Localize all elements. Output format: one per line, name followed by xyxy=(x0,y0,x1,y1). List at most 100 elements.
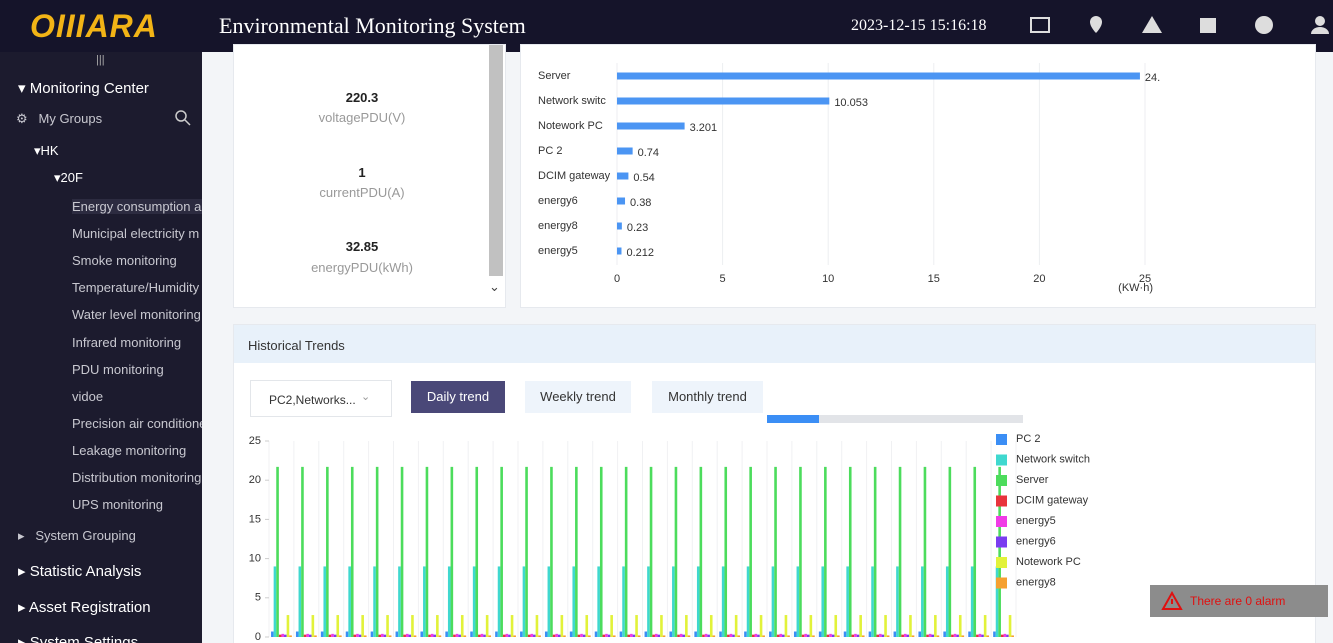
zoom-slider[interactable] xyxy=(767,415,1023,423)
bar xyxy=(876,634,880,637)
bar xyxy=(699,466,703,637)
bar xyxy=(657,634,661,637)
tab-button[interactable]: Daily trend xyxy=(411,381,505,413)
bar xyxy=(547,566,551,637)
calendar-icon[interactable] xyxy=(1200,18,1216,33)
bar xyxy=(951,634,954,637)
y-tick-label: 5 xyxy=(255,592,261,604)
bar xyxy=(993,631,996,637)
bar xyxy=(333,634,337,637)
menu-item[interactable]: Temperature/Humidity xyxy=(72,280,200,296)
bar xyxy=(447,566,451,637)
x-tick-label: 25 xyxy=(1139,273,1151,285)
bar xyxy=(356,633,359,637)
bar xyxy=(759,615,763,637)
x-axis-label: (KW·h) xyxy=(1118,282,1153,294)
bar xyxy=(525,466,528,637)
bar xyxy=(520,631,523,637)
bar xyxy=(732,634,735,637)
menu-section[interactable]: ▸ Statistic Analysis xyxy=(18,563,142,580)
select-text: PC2,Networks... xyxy=(269,393,356,407)
menu-item[interactable]: Smoke monitoring xyxy=(72,253,177,269)
series-select[interactable]: PC2,Networks... ⌄ xyxy=(250,380,392,417)
monitor-icon[interactable] xyxy=(1030,17,1050,33)
bar xyxy=(485,615,489,637)
bar xyxy=(784,615,788,637)
bar xyxy=(901,634,904,637)
bar xyxy=(829,633,832,637)
bar xyxy=(734,615,738,637)
alarm-toast[interactable]: There are 0 alarm xyxy=(1150,585,1328,617)
bar xyxy=(284,634,287,637)
bar xyxy=(719,631,722,637)
bar xyxy=(386,615,389,637)
bar xyxy=(458,634,461,637)
bar xyxy=(557,634,561,637)
alarm-icon[interactable] xyxy=(1142,16,1162,33)
search-icon[interactable] xyxy=(175,110,191,126)
value-label: 10.053 xyxy=(834,97,868,109)
menu-item[interactable]: PDU monitoring xyxy=(72,361,164,377)
bar xyxy=(821,566,825,637)
x-tick-label: 15 xyxy=(928,273,940,285)
bar xyxy=(413,635,417,637)
trends-header xyxy=(234,325,1315,363)
tree-node[interactable]: ▾HK xyxy=(34,143,59,158)
menu-item[interactable]: Municipal electricity m xyxy=(72,226,200,242)
menu-item[interactable]: Distribution monitoring xyxy=(72,470,202,485)
bar xyxy=(353,634,357,637)
bar xyxy=(624,466,628,637)
menu-item[interactable]: Infrared monitoring xyxy=(72,334,182,350)
collapse-toggle[interactable]: ||| xyxy=(96,54,105,66)
menu-item[interactable]: Leakage monitoring xyxy=(72,442,187,458)
bar xyxy=(411,615,414,637)
menu-item[interactable]: Precision air conditione xyxy=(72,415,202,431)
bar xyxy=(669,631,673,637)
bar xyxy=(707,634,710,637)
menu-section[interactable]: ▾ Monitoring Center xyxy=(18,80,149,97)
bar xyxy=(580,633,583,637)
bar xyxy=(774,466,777,637)
logo[interactable]: OIIIARA xyxy=(30,8,158,44)
menu-section[interactable]: ▸ Asset Registration xyxy=(18,599,151,616)
bar xyxy=(921,566,924,637)
tree-node[interactable]: ▾20F xyxy=(54,170,83,185)
value-label: 0.38 xyxy=(630,197,651,209)
bar xyxy=(278,634,282,637)
bar xyxy=(809,615,813,637)
bar xyxy=(843,631,847,637)
bar xyxy=(983,615,987,637)
menu-section[interactable]: ▸ System Settings xyxy=(18,633,138,643)
menu-item[interactable]: Water level monitoring xyxy=(72,307,201,323)
bar xyxy=(478,634,481,637)
menu-item[interactable]: Energy consumption a xyxy=(72,199,202,214)
menu-item[interactable]: ▸ System Grouping xyxy=(18,528,136,543)
scroll-down[interactable]: ⌄ xyxy=(489,279,500,294)
location-icon[interactable] xyxy=(1090,16,1102,33)
bar xyxy=(970,566,974,637)
scrollbar[interactable] xyxy=(489,45,503,276)
bar xyxy=(336,615,340,637)
bar xyxy=(301,466,304,637)
menu-item[interactable]: vidoe xyxy=(72,388,104,404)
bar xyxy=(505,633,509,637)
bar xyxy=(936,635,940,637)
tab-button[interactable]: Weekly trend xyxy=(525,381,631,413)
app-title: Environmental Monitoring System xyxy=(219,13,526,38)
user-icon[interactable] xyxy=(1315,16,1325,26)
menu-item[interactable]: UPS monitoring xyxy=(72,497,164,513)
bar xyxy=(538,635,541,637)
y-tick-label: 10 xyxy=(249,553,261,565)
my-groups[interactable]: ⚙ My Groups xyxy=(16,111,103,126)
bar xyxy=(363,635,367,637)
bar xyxy=(423,566,426,637)
bar xyxy=(712,635,716,637)
zoom-handle[interactable] xyxy=(767,415,819,423)
datetime: 2023-12-15 15:16:18 xyxy=(851,17,987,34)
bar xyxy=(527,634,531,637)
pdu-label: currentPDU(A) xyxy=(319,185,405,200)
select-caret: ⌄ xyxy=(361,391,371,403)
tab-button[interactable]: Monthly trend xyxy=(652,381,763,413)
bar xyxy=(968,631,971,637)
help-icon[interactable] xyxy=(1255,16,1273,34)
